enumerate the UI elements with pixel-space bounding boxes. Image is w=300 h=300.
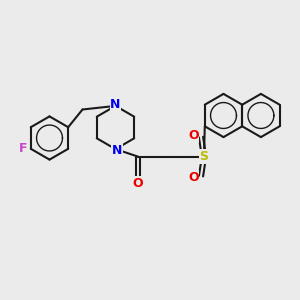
- Text: O: O: [188, 171, 199, 184]
- Text: O: O: [133, 177, 143, 190]
- Text: F: F: [19, 142, 28, 155]
- Text: S: S: [200, 150, 208, 163]
- Text: O: O: [188, 129, 199, 142]
- Text: N: N: [110, 98, 121, 111]
- Text: N: N: [112, 144, 122, 157]
